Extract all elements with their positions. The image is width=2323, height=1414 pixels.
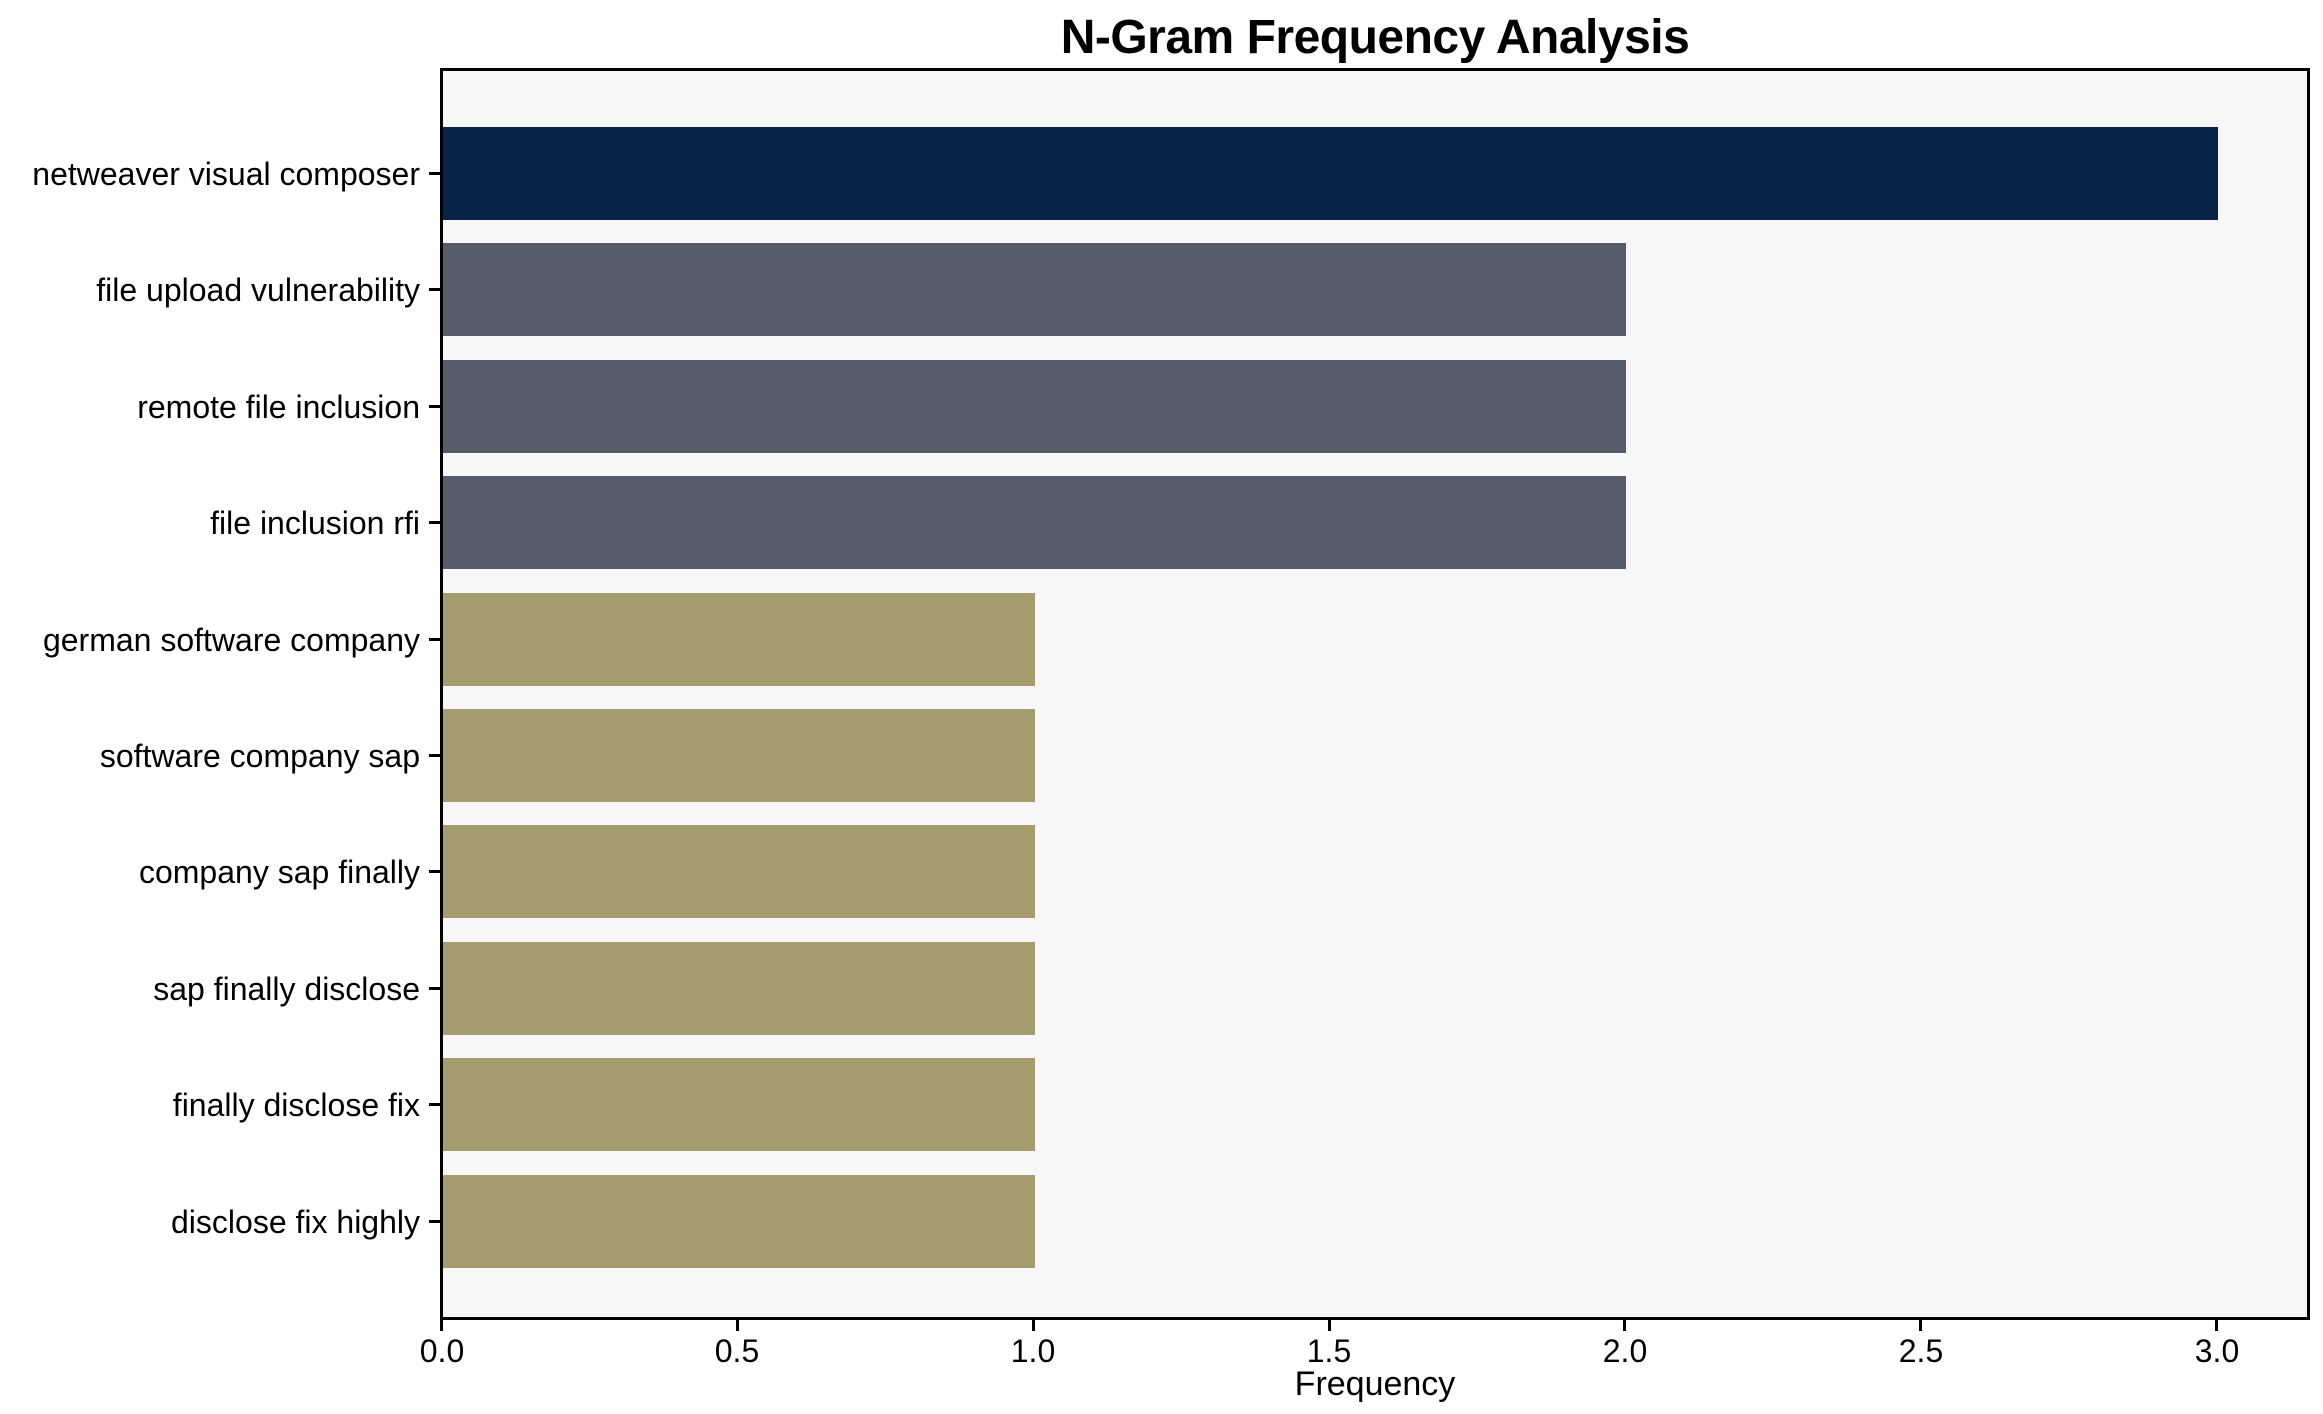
bar-software-company-sap (443, 709, 1035, 802)
y-tick-label: remote file inclusion (137, 389, 420, 425)
y-tick-mark (429, 521, 440, 524)
plot-area (440, 68, 2310, 1320)
y-tick-label: file upload vulnerability (96, 272, 420, 308)
x-tick-label: 0.0 (419, 1333, 465, 1369)
y-tick-mark (429, 172, 440, 175)
bar-finally-disclose-fix (443, 1058, 1035, 1151)
x-tick-label: 0.5 (714, 1333, 760, 1369)
y-tick-label: finally disclose fix (172, 1087, 420, 1123)
y-tick-mark (429, 405, 440, 408)
x-tick-mark (1328, 1320, 1331, 1331)
y-tick-mark (429, 987, 440, 990)
bar-remote-file-inclusion (443, 360, 1626, 453)
y-tick-label: company sap finally (138, 854, 420, 890)
x-tick-mark (1032, 1320, 1035, 1331)
x-tick-label: 1.0 (1010, 1333, 1056, 1369)
x-tick-label: 2.5 (1898, 1333, 1944, 1369)
y-tick-mark (429, 1103, 440, 1106)
x-tick-mark (440, 1320, 443, 1331)
y-tick-mark (429, 1220, 440, 1223)
x-tick-mark (736, 1320, 739, 1331)
x-tick-mark (1623, 1320, 1626, 1331)
x-tick-label: 1.5 (1306, 1333, 1352, 1369)
x-axis-title: Frequency (1294, 1365, 1456, 1403)
bar-sap-finally-disclose (443, 942, 1035, 1035)
y-tick-label: disclose fix highly (171, 1204, 420, 1240)
bar-german-software-company (443, 593, 1035, 686)
x-tick-label: 2.0 (1602, 1333, 1648, 1369)
y-tick-label: file inclusion rfi (210, 505, 420, 541)
bar-disclose-fix-highly (443, 1175, 1035, 1268)
x-tick-mark (1919, 1320, 1922, 1331)
bar-file-upload-vulnerability (443, 243, 1626, 336)
bar-file-inclusion-rfi (443, 476, 1626, 569)
bar-company-sap-finally (443, 825, 1035, 918)
bar-netweaver-visual-composer (443, 127, 2218, 220)
y-tick-label: german software company (42, 622, 420, 658)
y-tick-mark (429, 638, 440, 641)
y-tick-mark (429, 870, 440, 873)
x-tick-mark (2215, 1320, 2218, 1331)
x-tick-label: 3.0 (2194, 1333, 2240, 1369)
y-tick-mark (429, 754, 440, 757)
y-tick-label: sap finally disclose (153, 971, 420, 1007)
y-tick-label: software company sap (99, 738, 420, 774)
y-tick-mark (429, 288, 440, 291)
y-tick-label: netweaver visual composer (32, 156, 420, 192)
chart-title: N-Gram Frequency Analysis (1060, 11, 1690, 64)
